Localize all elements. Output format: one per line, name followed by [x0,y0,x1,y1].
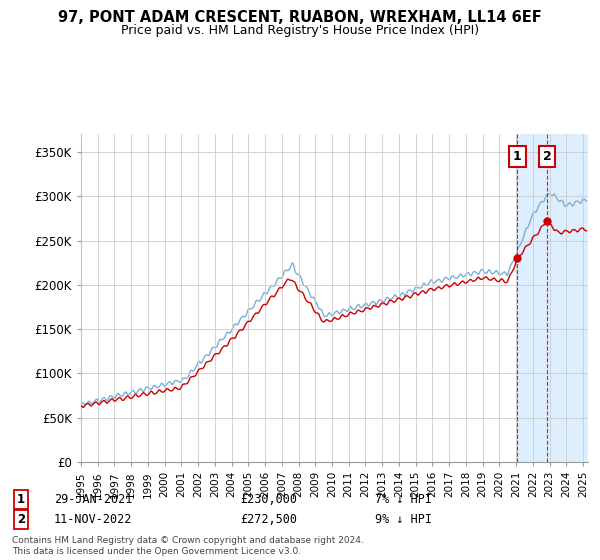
Text: 2: 2 [17,513,25,526]
Text: Price paid vs. HM Land Registry's House Price Index (HPI): Price paid vs. HM Land Registry's House … [121,24,479,36]
Text: 1: 1 [17,493,25,506]
Text: 1: 1 [513,150,522,163]
Text: £272,500: £272,500 [240,513,297,526]
Text: 7% ↓ HPI: 7% ↓ HPI [375,493,432,506]
Text: 29-JAN-2021: 29-JAN-2021 [54,493,133,506]
Text: 2: 2 [543,150,552,163]
Text: 9% ↓ HPI: 9% ↓ HPI [375,513,432,526]
Text: £230,000: £230,000 [240,493,297,506]
Text: 97, PONT ADAM CRESCENT, RUABON, WREXHAM, LL14 6EF: 97, PONT ADAM CRESCENT, RUABON, WREXHAM,… [58,10,542,25]
Bar [517,134,600,462]
Text: 11-NOV-2022: 11-NOV-2022 [54,513,133,526]
Text: Contains HM Land Registry data © Crown copyright and database right 2024.
This d: Contains HM Land Registry data © Crown c… [12,536,364,556]
